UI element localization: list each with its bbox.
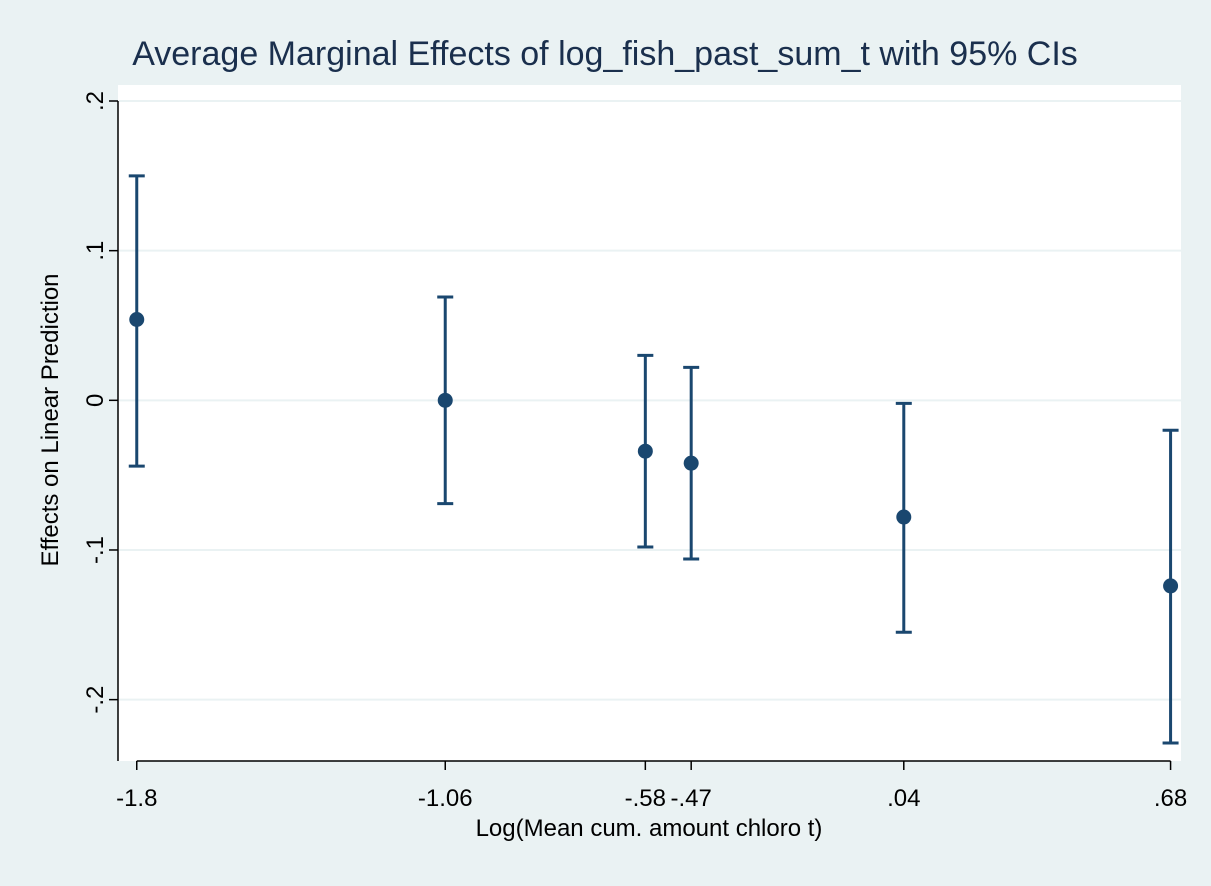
plot-area bbox=[118, 85, 1181, 761]
y-tick-label: .2 bbox=[82, 91, 109, 111]
data-point bbox=[637, 443, 653, 459]
data-point bbox=[896, 509, 912, 525]
axis-layer: .2 .1 0 -.1 -.2 -1.8 -1.06 -.58 -.47 .04 .68 bbox=[82, 91, 1187, 812]
x-tick-label: -1.06 bbox=[418, 785, 473, 812]
x-tick-label: -.47 bbox=[671, 785, 712, 812]
y-tick-label: -.2 bbox=[82, 686, 109, 714]
grid-layer bbox=[119, 100, 1181, 701]
data-point bbox=[437, 392, 453, 408]
data-point bbox=[1163, 578, 1179, 594]
y-axis-title: Effects on Linear Prediction bbox=[37, 273, 64, 566]
y-tick-label: 0 bbox=[82, 394, 109, 407]
x-tick-label: .04 bbox=[887, 785, 920, 812]
marks-layer bbox=[128, 174, 1179, 745]
x-tick-label: -.58 bbox=[625, 785, 666, 812]
x-tick-label: -1.8 bbox=[116, 785, 157, 812]
x-tick-label: .68 bbox=[1154, 785, 1187, 812]
data-point bbox=[683, 455, 699, 471]
chart-title: Average Marginal Effects of log_fish_pas… bbox=[132, 35, 1078, 73]
y-tick-label: .1 bbox=[82, 241, 109, 261]
x-axis-title: Log(Mean cum. amount chloro t) bbox=[476, 815, 823, 842]
y-tick-label: -.1 bbox=[82, 536, 109, 564]
data-point bbox=[129, 312, 145, 328]
